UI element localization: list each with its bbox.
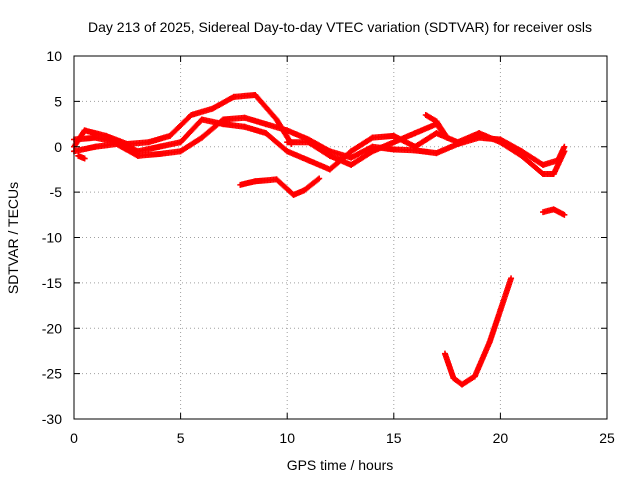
y-tick-label: 5	[54, 93, 62, 109]
data-point	[508, 275, 515, 282]
y-tick-label: -15	[42, 275, 62, 291]
y-tick-label: 0	[54, 139, 62, 155]
grid	[74, 56, 607, 419]
data-point	[316, 175, 323, 182]
data-point	[81, 155, 88, 162]
data-point	[561, 143, 568, 150]
axis-ticks: 0 5 10 15 20 25 10 5 0 -5 -10 -15 -20 -25 -30	[42, 48, 615, 446]
data-series	[71, 92, 568, 388]
y-tick-label: 10	[46, 48, 62, 64]
series-track-4	[71, 114, 568, 168]
data-point	[561, 211, 568, 218]
x-tick-label: 20	[493, 430, 509, 446]
x-axis-label: GPS time / hours	[287, 457, 394, 473]
series-track-5	[237, 175, 323, 198]
series-track-7	[422, 111, 451, 141]
y-tick-label: -25	[42, 366, 62, 382]
series-track-3	[71, 116, 568, 177]
x-tick-label: 5	[177, 430, 185, 446]
x-tick-label: 0	[70, 430, 78, 446]
y-axis-label: SDTVAR / TECUs	[5, 182, 21, 294]
series-track-9	[441, 275, 515, 388]
series-track-8	[540, 206, 568, 218]
x-tick-label: 25	[599, 430, 615, 446]
y-tick-label: -5	[50, 184, 63, 200]
x-tick-label: 10	[279, 430, 295, 446]
y-tick-label: -10	[42, 230, 62, 246]
plot-frame	[73, 55, 608, 420]
series-track-2	[75, 152, 88, 162]
y-tick-label: -20	[42, 320, 62, 336]
chart-title: Day 213 of 2025, Sidereal Day-to-day VTE…	[88, 19, 592, 35]
y-tick-label: -30	[42, 411, 62, 427]
x-tick-label: 15	[386, 430, 402, 446]
data-point	[444, 134, 451, 141]
